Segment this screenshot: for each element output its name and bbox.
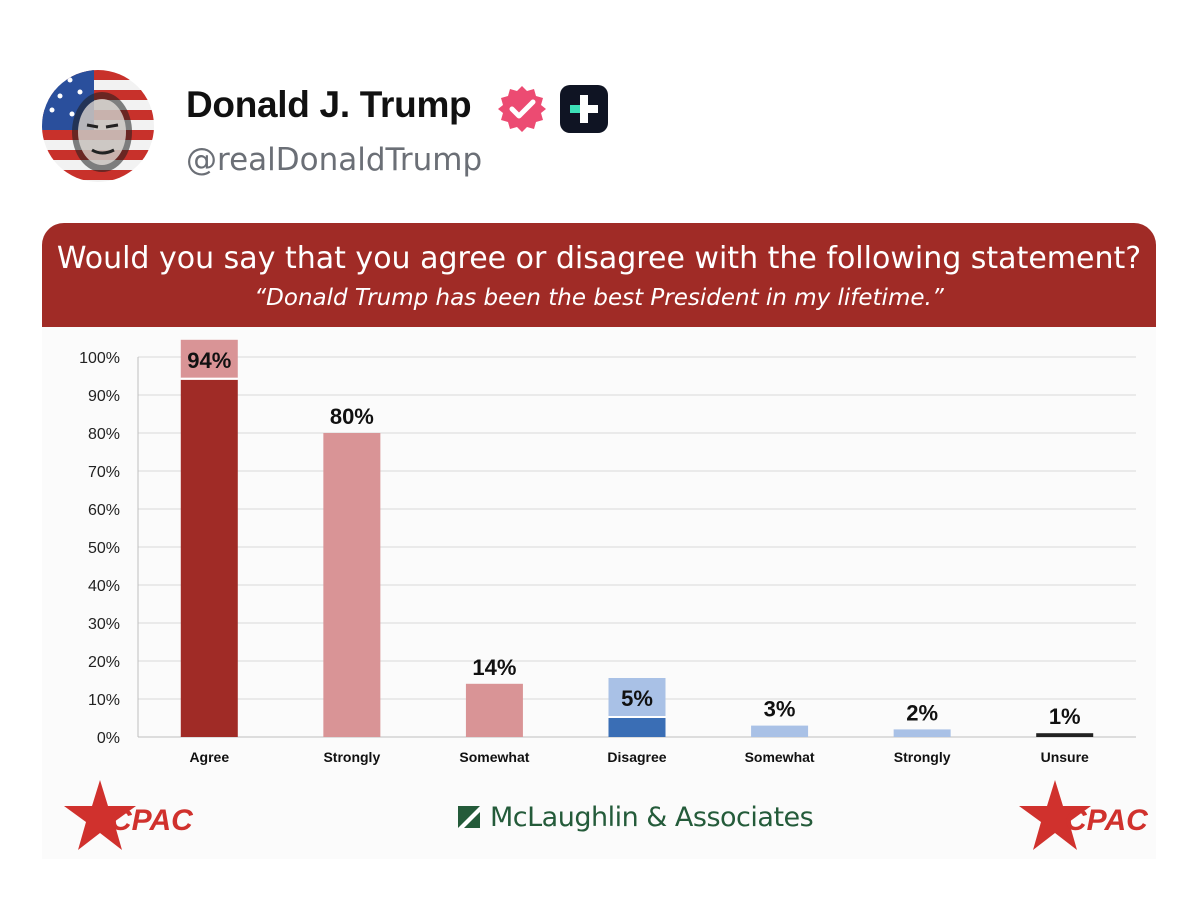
cpac-logo-left-text: CPAC (110, 804, 194, 837)
question-text: Would you say that you agree or disagree… (56, 241, 1142, 276)
y-tick-label: 50% (88, 540, 120, 557)
data-label: 94% (187, 348, 231, 373)
x-category-label: Disagree (607, 749, 666, 765)
plus-badge-icon (559, 84, 609, 134)
question-banner: Would you say that you agree or disagree… (42, 223, 1156, 327)
x-category-label: Strongly (894, 749, 951, 765)
mclaughlin-text: McLaughlin & Associates (490, 802, 814, 833)
x-category-label: Unsure (1041, 749, 1089, 765)
bar (323, 433, 381, 737)
y-tick-label: 40% (88, 578, 120, 595)
cpac-logo-right-text: CPAC (1065, 804, 1149, 837)
data-label: 1% (1049, 704, 1081, 729)
data-label: 5% (621, 686, 653, 711)
author-name[interactable]: Donald J. Trump (186, 84, 472, 125)
bar (180, 379, 238, 737)
data-label-box (608, 678, 666, 716)
y-tick-label: 0% (97, 730, 120, 747)
y-tick-label: 20% (88, 654, 120, 671)
x-category-label: Strongly (323, 749, 380, 765)
statement-text: “Donald Trump has been the best Presiden… (254, 285, 944, 311)
y-tick-label: 70% (88, 464, 120, 481)
y-tick-label: 60% (88, 502, 120, 519)
y-tick-label: 30% (88, 616, 120, 633)
x-category-label: Agree (189, 749, 229, 765)
y-tick-label: 100% (79, 350, 120, 367)
bar (893, 729, 951, 737)
y-tick-label: 10% (88, 692, 120, 709)
author-handle[interactable]: @realDonaldTrump (186, 142, 483, 178)
y-tick-label: 90% (88, 388, 120, 405)
avatar-image (42, 70, 154, 182)
data-label: 80% (330, 404, 374, 429)
bar-chart: 0% 10% 20% 30% 40% 50% 60% 70% 80% 90% 100% 94% Agre… (79, 339, 1136, 765)
verified-badge-icon (497, 84, 547, 134)
data-label-box (180, 339, 238, 378)
cpac-logo-right: CPAC (1019, 780, 1149, 850)
avatar[interactable] (42, 70, 154, 182)
data-label: 14% (472, 655, 516, 680)
bar (751, 725, 809, 737)
bar (608, 718, 666, 737)
bar (465, 683, 523, 737)
data-label: 3% (764, 697, 796, 722)
y-tick-label: 80% (88, 426, 120, 443)
x-category-label: Somewhat (459, 749, 529, 765)
cpac-logo-left: CPAC (64, 780, 194, 850)
data-label: 2% (906, 700, 938, 725)
mclaughlin-logo-icon (458, 806, 480, 828)
x-category-label: Somewhat (745, 749, 815, 765)
poll-image-card: Would you say that you agree or disagree… (42, 223, 1156, 859)
bar (1036, 733, 1094, 737)
